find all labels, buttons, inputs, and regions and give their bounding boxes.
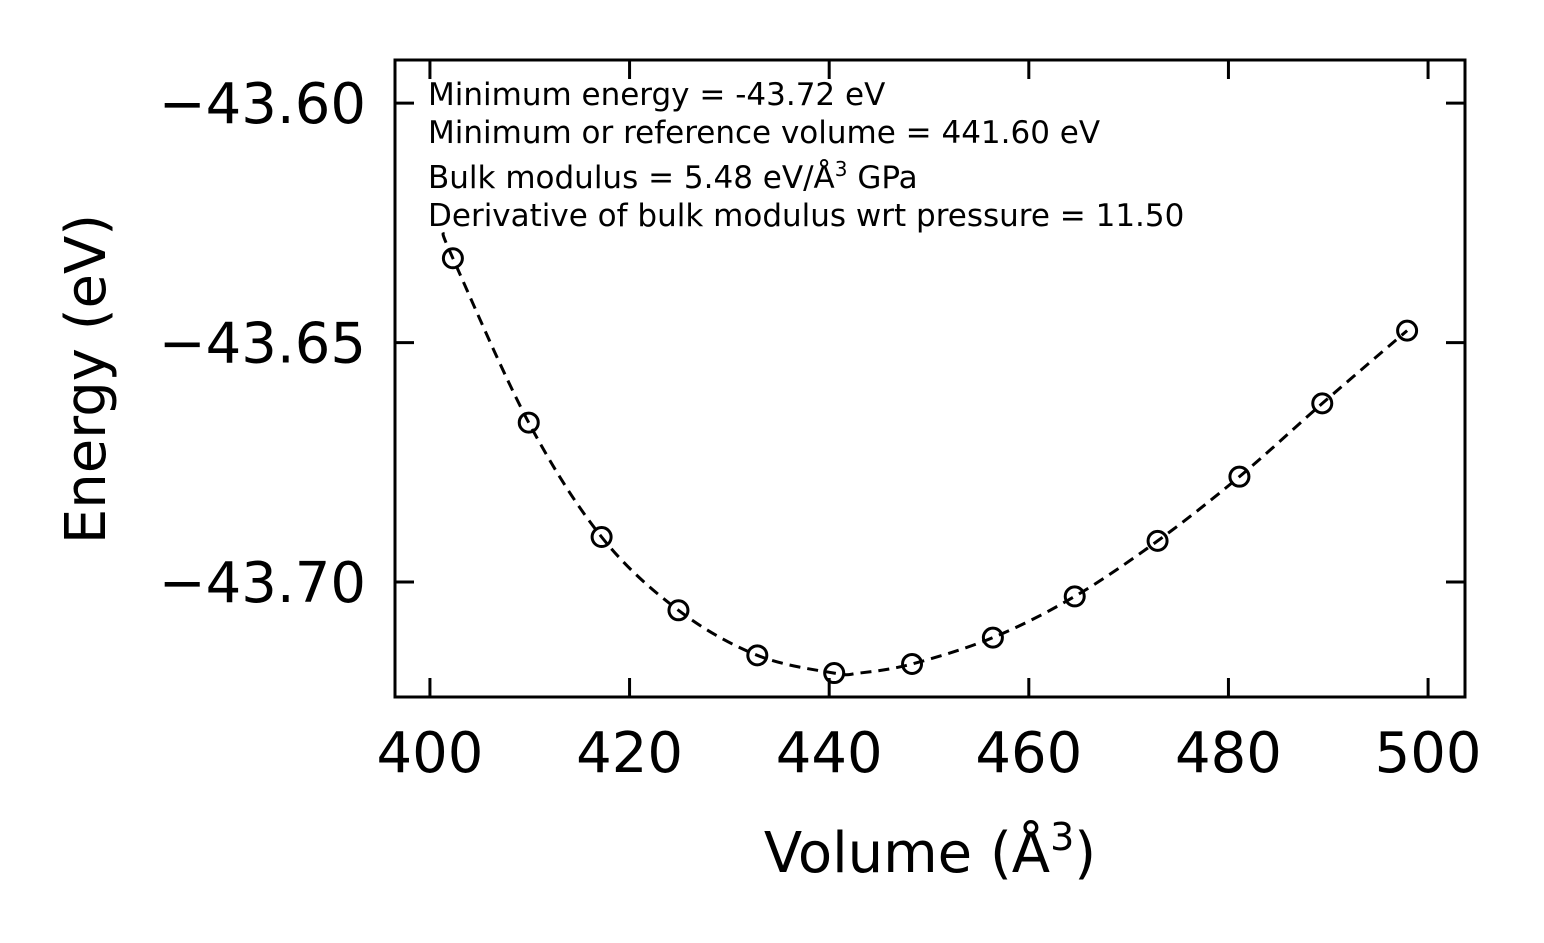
y-tick-label: −43.60 <box>159 72 366 137</box>
y-tick-label: −43.70 <box>159 551 366 616</box>
annotation-min-energy: Minimum energy = -43.72 eV <box>428 77 885 113</box>
x-axis-label: Volume (Å3) <box>764 815 1096 886</box>
data-point <box>981 626 1004 649</box>
y-tick-label: −43.65 <box>159 312 366 377</box>
annotation-bulk-modulus-unit: GPa <box>847 160 917 196</box>
tick-labels: 400 420 440 460 480 500 −43.60 −43.65 −43.70 <box>159 72 1482 786</box>
annotation-derivative: Derivative of bulk modulus wrt pressure … <box>428 198 1184 234</box>
x-tick-label: 500 <box>1375 721 1482 786</box>
data-point <box>1228 465 1251 488</box>
data-point <box>517 411 540 434</box>
data-point <box>1311 392 1334 415</box>
x-tick-label: 460 <box>975 721 1082 786</box>
data-point <box>590 526 613 549</box>
plot-area <box>393 58 1467 699</box>
annotation-bulk-modulus: Bulk modulus = 5.48 eV/Å3 GPa <box>428 157 918 196</box>
x-tick-label: 480 <box>1175 721 1282 786</box>
x-tick-label: 440 <box>776 721 883 786</box>
x-tick-label: 400 <box>376 721 483 786</box>
data-point <box>746 644 769 667</box>
annotation-bulk-modulus-sup: 3 <box>835 157 848 181</box>
data-point <box>901 652 924 675</box>
y-axis-label: Energy (eV) <box>54 214 119 544</box>
data-point <box>1146 529 1169 552</box>
data-point <box>441 247 464 270</box>
annotation-bulk-modulus-text: Bulk modulus = 5.48 eV/Å <box>428 160 835 196</box>
fit-curve <box>441 231 1409 677</box>
data-point <box>823 662 846 685</box>
data-point <box>667 599 690 622</box>
x-tick-label: 420 <box>576 721 683 786</box>
x-axis-label-text: Volume (Å <box>764 820 1050 886</box>
axis-ticks <box>395 60 1465 697</box>
data-points <box>441 247 1419 685</box>
x-axis-label-end: ) <box>1074 821 1096 886</box>
annotation-min-volume: Minimum or reference volume = 441.60 eV <box>428 115 1100 151</box>
x-axis-label-sup: 3 <box>1050 815 1074 859</box>
data-point <box>1063 585 1086 608</box>
data-point <box>1396 319 1419 342</box>
